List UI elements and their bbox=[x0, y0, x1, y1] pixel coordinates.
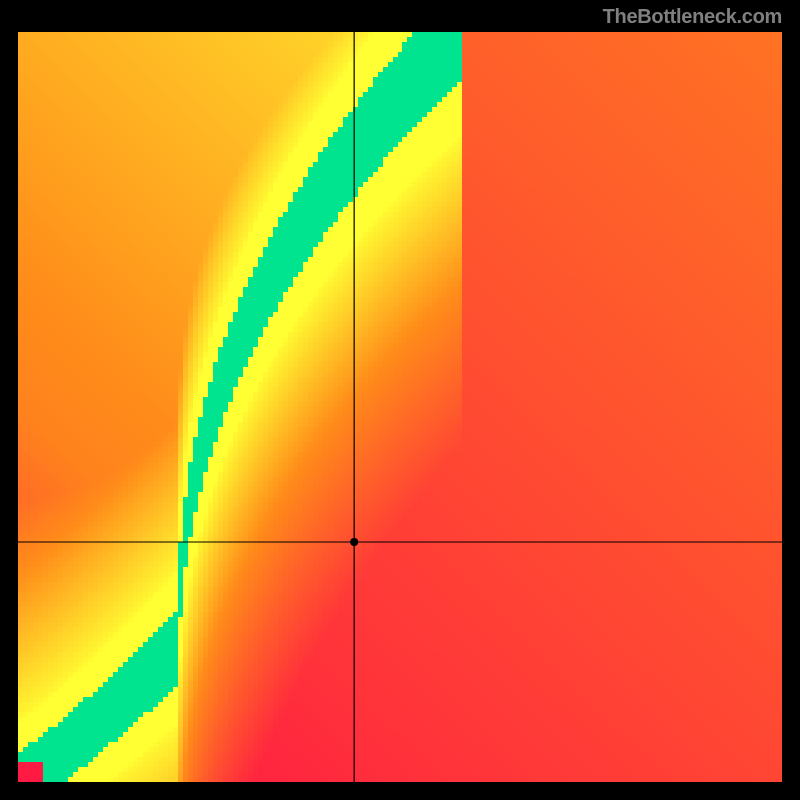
watermark-text: TheBottleneck.com bbox=[603, 6, 782, 29]
heatmap-canvas bbox=[18, 32, 782, 782]
chart-container: TheBottleneck.com bbox=[0, 0, 800, 800]
